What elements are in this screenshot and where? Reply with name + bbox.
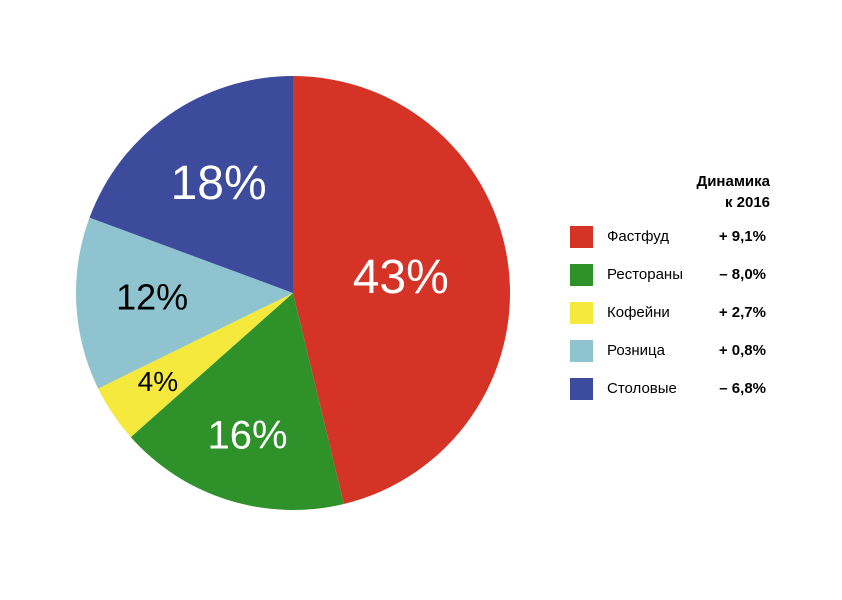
pie-slice [76, 217, 293, 389]
legend-label: Кофейни [607, 304, 670, 321]
slice-label: 43% [353, 251, 449, 304]
slice-label: 12% [116, 277, 188, 318]
legend-swatch [570, 378, 593, 400]
pie-slice [130, 293, 344, 511]
legend-swatch [570, 302, 593, 324]
slice-label: 18% [171, 157, 267, 210]
change-value: – 8,0% [719, 266, 766, 283]
legend-label: Рестораны [607, 266, 683, 283]
slice-label: 4% [138, 366, 178, 397]
legend-label: Розница [607, 342, 666, 359]
legend-swatch [570, 340, 593, 362]
legend-label: Столовые [607, 380, 677, 397]
change-value: – 6,8% [719, 380, 766, 397]
changes-title: Динамика [697, 173, 771, 190]
legend-label: Фастфуд [607, 228, 669, 245]
change-value: + 0,8% [719, 342, 766, 359]
pie-slice [293, 76, 511, 504]
change-value: + 9,1% [719, 228, 766, 245]
pie-slice [98, 293, 293, 438]
pie-slice [89, 76, 294, 293]
legend-swatch [570, 226, 593, 248]
slice-label: 16% [207, 413, 287, 457]
change-value: + 2,7% [719, 304, 766, 321]
changes-title: к 2016 [725, 194, 770, 211]
legend-swatch [570, 264, 593, 286]
